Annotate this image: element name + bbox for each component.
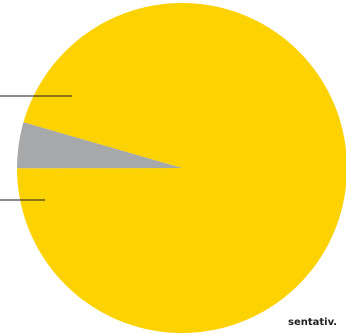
pie-slice-yellow [17,2,346,333]
footnote-text: sentativ. [288,317,338,328]
pie-slice-grey [16,122,183,169]
